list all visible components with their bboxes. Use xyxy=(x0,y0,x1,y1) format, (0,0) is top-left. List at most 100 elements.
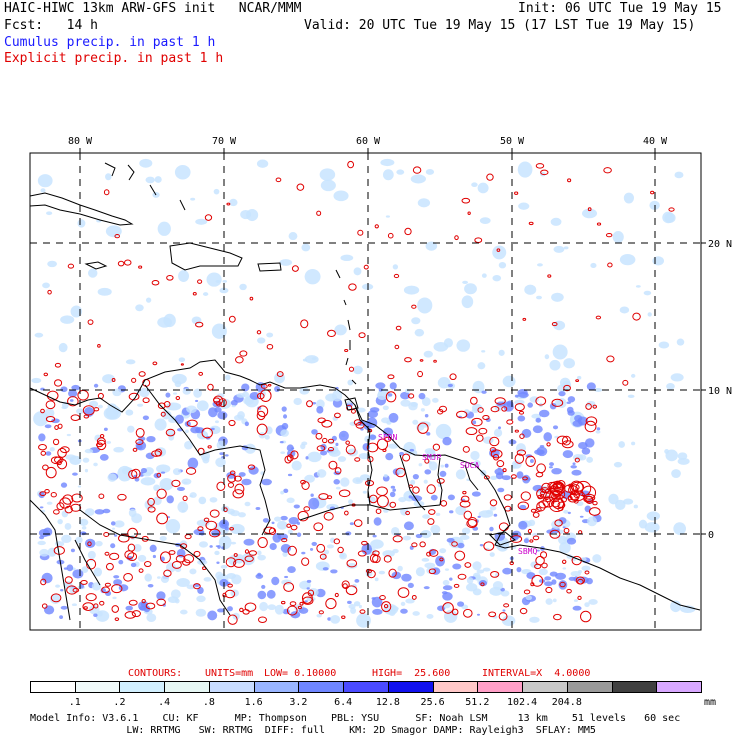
cumulus-cell xyxy=(538,568,548,576)
explicit-contour xyxy=(584,420,597,433)
cumulus-cell xyxy=(60,589,64,592)
explicit-contour xyxy=(428,549,439,557)
explicit-contour xyxy=(379,595,386,601)
cumulus-cell xyxy=(518,520,528,530)
cumulus-cell xyxy=(136,444,143,450)
cumulus-cell xyxy=(501,475,511,481)
cumulus-cell xyxy=(570,570,582,577)
cumulus-cell xyxy=(140,477,156,486)
cumulus-cell xyxy=(369,434,377,440)
cumulus-cell xyxy=(588,599,598,605)
cumulus-cell xyxy=(595,430,601,434)
cumulus-cell xyxy=(347,448,359,457)
cumulus-cell xyxy=(97,287,112,296)
cumulus-cell xyxy=(400,399,411,407)
contours-label: CONTOURS: xyxy=(128,668,183,679)
cumulus-cell xyxy=(498,349,505,356)
cumulus-cell xyxy=(156,576,161,579)
explicit-contour xyxy=(225,557,237,568)
cumulus-cell xyxy=(230,541,237,545)
cumulus-cell xyxy=(130,562,137,568)
explicit-contour xyxy=(348,283,357,291)
cumulus-cell xyxy=(207,610,218,621)
cumulus-cell xyxy=(397,468,404,475)
cumulus-cell xyxy=(581,565,591,571)
explicit-contour xyxy=(159,551,171,564)
cumulus-cell xyxy=(383,427,394,437)
explicit-contour xyxy=(344,510,349,516)
explicit-contour xyxy=(383,603,389,609)
explicit-contour xyxy=(249,296,254,301)
explicit-contour xyxy=(303,506,310,512)
cumulus-cell xyxy=(481,390,487,394)
cumulus-cell xyxy=(309,547,314,551)
explicit-contour xyxy=(428,509,436,515)
cumulus-cell xyxy=(125,359,136,365)
cumulus-cell xyxy=(424,414,429,418)
colorbar-label: 12.8 xyxy=(375,697,400,708)
explicit-contour xyxy=(490,570,500,578)
cumulus-cell xyxy=(536,446,548,457)
cumulus-cell xyxy=(447,383,453,388)
explicit-contour xyxy=(135,439,144,445)
explicit-contour xyxy=(592,404,598,409)
cumulus-cell xyxy=(77,219,86,228)
explicit-contour xyxy=(465,427,478,436)
colorbar-label: .4 xyxy=(158,697,171,708)
coast-bahamas-1 xyxy=(104,162,116,177)
cumulus-cell xyxy=(673,522,686,535)
cumulus-cell xyxy=(139,387,150,398)
run-title: HAIC-HIWC 13km ARW-GFS init NCAR/MMM xyxy=(4,1,302,16)
explicit-contour xyxy=(156,598,166,607)
cumulus-cell xyxy=(59,615,64,620)
cumulus-cell xyxy=(380,158,395,167)
explicit-contour xyxy=(478,427,488,435)
cumulus-cell xyxy=(447,494,455,501)
cumulus-cell xyxy=(97,611,103,617)
coastlines xyxy=(29,162,701,621)
cumulus-cell xyxy=(357,407,366,413)
cumulus-cell xyxy=(502,609,506,612)
cumulus-cell xyxy=(371,596,383,608)
cumulus-cell xyxy=(378,570,386,575)
explicit-contour xyxy=(316,543,326,553)
explicit-contour xyxy=(519,607,528,615)
coast-bahamas-3 xyxy=(149,184,157,196)
explicit-contour xyxy=(248,550,257,556)
cumulus-cell xyxy=(215,545,220,548)
explicit-contour xyxy=(427,518,435,525)
cumulus-cell xyxy=(578,454,587,461)
cumulus-cell xyxy=(449,577,453,581)
cumulus-cell xyxy=(532,425,543,434)
cumulus-cell xyxy=(198,496,207,505)
explicit-contour xyxy=(179,543,188,549)
explicit-contour xyxy=(98,493,105,499)
explicit-contour xyxy=(156,488,167,499)
cumulus-cell xyxy=(549,359,561,371)
explicit-contour xyxy=(439,557,444,562)
explicit-contour xyxy=(160,411,166,417)
coast-puerto-rico xyxy=(257,262,282,272)
cumulus-cell xyxy=(449,510,454,514)
cumulus-cell xyxy=(400,608,408,614)
cumulus-cell xyxy=(579,515,584,518)
explicit-contour xyxy=(286,605,298,616)
explicit-contour xyxy=(307,589,315,597)
explicit-contour xyxy=(301,592,313,604)
cumulus-cell xyxy=(538,579,546,583)
cumulus-cell xyxy=(237,411,245,420)
cumulus-cell xyxy=(592,554,602,563)
colorbar-label: 3.2 xyxy=(289,697,308,708)
explicit-contour xyxy=(457,573,467,580)
cumulus-cell xyxy=(490,475,498,480)
explicit-contour xyxy=(359,609,366,614)
explicit-contour xyxy=(463,608,473,618)
cumulus-cell xyxy=(113,534,118,537)
cumulus-cell xyxy=(439,548,447,554)
cumulus-cell xyxy=(165,562,176,573)
explicit-contour xyxy=(205,520,218,531)
explicit-contour xyxy=(233,553,238,557)
cumulus-cell xyxy=(464,283,477,295)
explicit-contour xyxy=(517,501,530,511)
explicit-contour xyxy=(453,583,460,588)
